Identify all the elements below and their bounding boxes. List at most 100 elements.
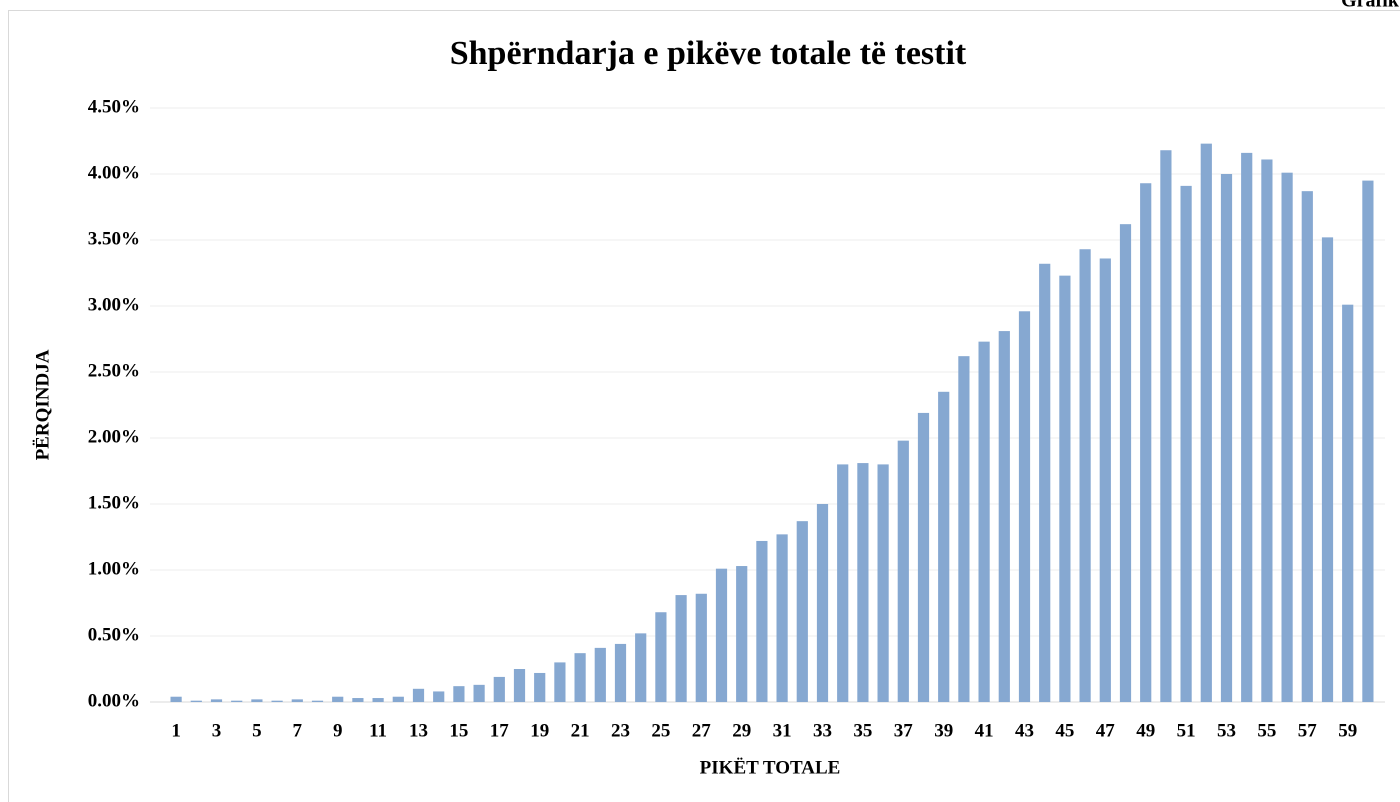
x-tick-label: 55 bbox=[1257, 720, 1276, 741]
x-tick-label: 33 bbox=[813, 720, 832, 741]
x-tick-label: 53 bbox=[1217, 720, 1236, 741]
chart-border bbox=[8, 10, 1400, 802]
bar bbox=[675, 595, 687, 702]
bar bbox=[1362, 180, 1374, 703]
bar bbox=[412, 688, 425, 702]
bar bbox=[433, 691, 445, 702]
bar bbox=[1200, 143, 1212, 702]
x-tick-label: 57 bbox=[1298, 720, 1318, 741]
bar bbox=[1119, 224, 1132, 702]
bar bbox=[1301, 191, 1313, 702]
bar bbox=[655, 612, 667, 702]
bar bbox=[1018, 311, 1031, 702]
bar bbox=[796, 521, 808, 702]
bar bbox=[1180, 185, 1192, 702]
x-tick-label: 17 bbox=[490, 720, 510, 741]
bar bbox=[251, 699, 263, 702]
bar bbox=[352, 698, 364, 702]
bar bbox=[372, 698, 384, 702]
x-tick-label: 3 bbox=[212, 720, 222, 741]
bar bbox=[1281, 172, 1293, 702]
bar bbox=[1079, 249, 1091, 703]
bar bbox=[958, 356, 970, 702]
bar bbox=[554, 662, 566, 702]
bar bbox=[1099, 258, 1111, 702]
bar bbox=[1321, 237, 1334, 703]
bar bbox=[756, 540, 768, 702]
bar bbox=[1261, 159, 1273, 703]
x-tick-label: 27 bbox=[692, 720, 712, 741]
bar bbox=[816, 504, 829, 702]
x-tick-label: 43 bbox=[1015, 720, 1034, 741]
bar bbox=[534, 672, 546, 702]
x-tick-label: 41 bbox=[975, 720, 994, 741]
x-tick-label: 9 bbox=[333, 720, 343, 741]
bar bbox=[231, 700, 243, 702]
bar bbox=[392, 696, 404, 702]
bar bbox=[513, 669, 526, 702]
bar bbox=[473, 684, 485, 702]
x-tick-label: 15 bbox=[449, 720, 468, 741]
bar bbox=[210, 699, 223, 702]
x-tick-label: 23 bbox=[611, 720, 630, 741]
bar bbox=[736, 566, 748, 702]
bar bbox=[978, 341, 990, 702]
y-tick-label: 3.00% bbox=[88, 294, 140, 315]
bar bbox=[938, 391, 950, 702]
x-tick-label: 21 bbox=[571, 720, 590, 741]
bar bbox=[1342, 304, 1354, 702]
bar bbox=[170, 696, 182, 702]
y-tick-label: 4.50% bbox=[88, 96, 140, 117]
bar bbox=[1160, 150, 1172, 703]
x-tick-label: 51 bbox=[1177, 720, 1196, 741]
y-tick-label: 0.00% bbox=[88, 690, 140, 711]
y-tick-label: 1.00% bbox=[88, 558, 140, 579]
y-tick-label: 1.50% bbox=[88, 492, 140, 513]
bar bbox=[695, 593, 707, 702]
bar bbox=[1140, 183, 1152, 703]
bar bbox=[291, 699, 303, 702]
chart-title: Shpërndarja e pikëve totale të testit bbox=[450, 35, 967, 72]
x-tick-label: 11 bbox=[369, 720, 387, 741]
bar bbox=[614, 643, 627, 702]
bar bbox=[776, 534, 788, 702]
x-tick-label: 59 bbox=[1338, 720, 1357, 741]
bar bbox=[1039, 263, 1051, 702]
bar bbox=[857, 463, 869, 702]
bar bbox=[715, 568, 728, 702]
bar bbox=[594, 647, 606, 702]
x-tick-label: 13 bbox=[409, 720, 428, 741]
page-label: Grafiku 1 1 bbox=[1341, 0, 1400, 12]
x-tick-label: 47 bbox=[1096, 720, 1116, 741]
bar bbox=[311, 700, 324, 702]
y-tick-label: 4.00% bbox=[88, 162, 140, 183]
x-tick-label: 5 bbox=[252, 720, 262, 741]
x-tick-label: 1 bbox=[171, 720, 181, 741]
x-tick-label: 7 bbox=[293, 720, 303, 741]
bar bbox=[917, 412, 930, 702]
x-tick-label: 45 bbox=[1055, 720, 1074, 741]
bar bbox=[1059, 275, 1071, 702]
bar bbox=[332, 696, 344, 702]
x-tick-label: 25 bbox=[651, 720, 670, 741]
x-tick-label: 29 bbox=[732, 720, 751, 741]
x-tick-label: 49 bbox=[1136, 720, 1155, 741]
y-tick-label: 3.50% bbox=[88, 228, 140, 249]
y-tick-label: 2.50% bbox=[88, 360, 140, 381]
x-tick-label: 39 bbox=[934, 720, 953, 741]
bar bbox=[1220, 174, 1233, 702]
bar bbox=[837, 464, 849, 702]
bar bbox=[271, 700, 283, 702]
bar bbox=[453, 686, 465, 702]
x-tick-label: 31 bbox=[773, 720, 792, 741]
bar bbox=[877, 464, 889, 702]
x-tick-label: 19 bbox=[530, 720, 549, 741]
bar bbox=[493, 676, 505, 702]
bar bbox=[998, 331, 1010, 702]
bar bbox=[190, 700, 202, 702]
y-tick-label: 0.50% bbox=[88, 624, 140, 645]
y-axis-label: PËRQINDJA bbox=[32, 349, 53, 460]
bar bbox=[1241, 152, 1253, 702]
x-axis-label: PIKËT TOTALE bbox=[700, 757, 841, 778]
